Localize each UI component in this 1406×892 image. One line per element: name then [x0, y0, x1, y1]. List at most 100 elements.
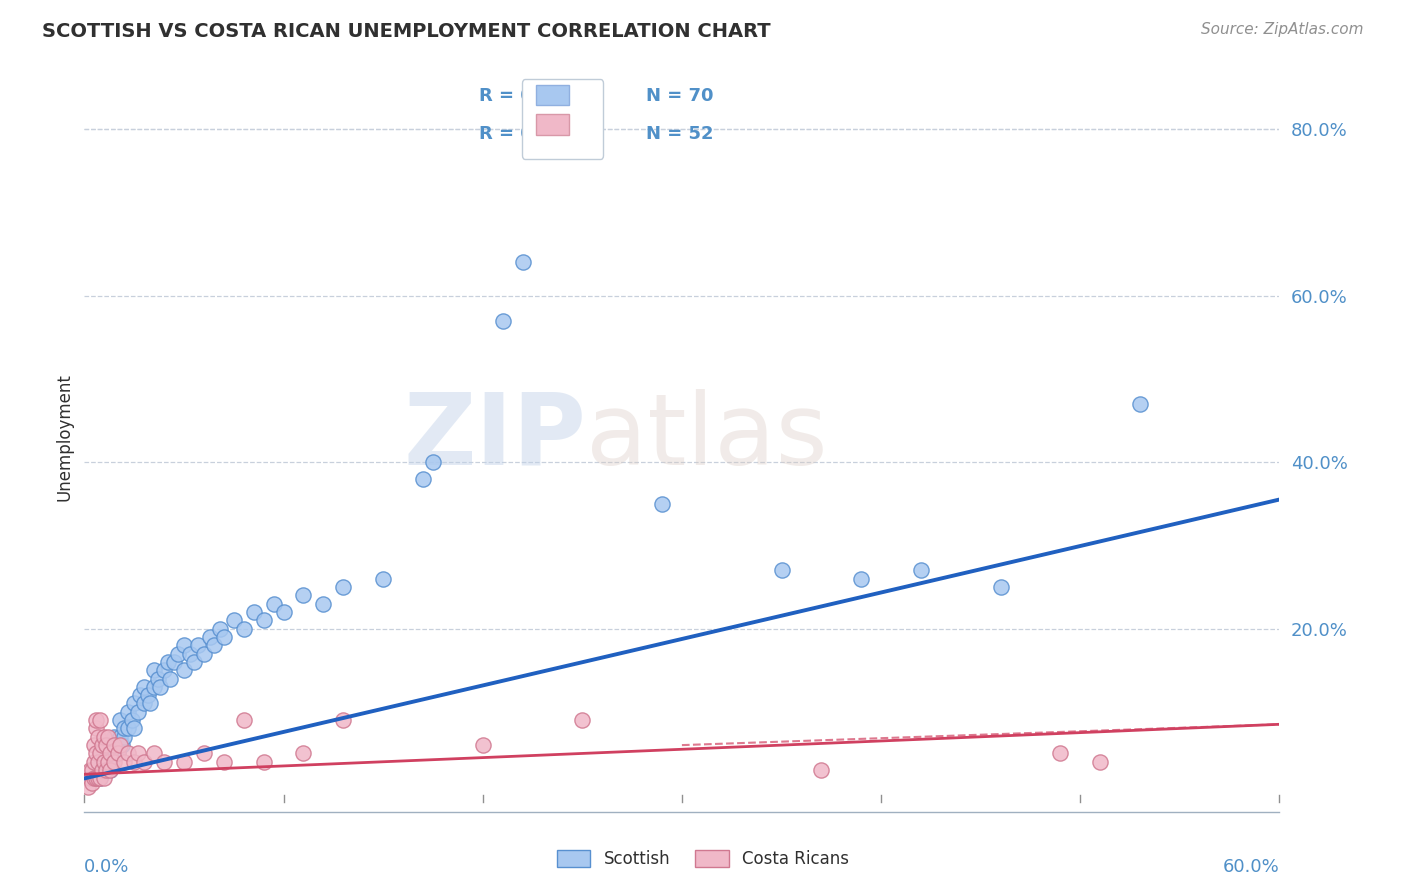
Point — [117, 705, 139, 719]
Point — [159, 672, 181, 686]
Point — [105, 738, 128, 752]
Point — [89, 747, 111, 761]
Point — [103, 747, 125, 761]
Point — [87, 755, 110, 769]
Point — [87, 730, 110, 744]
Text: atlas: atlas — [586, 389, 828, 485]
Point — [193, 747, 215, 761]
Point — [96, 738, 118, 752]
Legend: Scottish, Costa Ricans: Scottish, Costa Ricans — [550, 843, 856, 875]
Point — [98, 763, 121, 777]
Point — [990, 580, 1012, 594]
Point — [157, 655, 180, 669]
Point — [332, 713, 354, 727]
Legend:  ,  : , — [522, 79, 603, 159]
Point — [422, 455, 444, 469]
Point — [471, 738, 494, 752]
Point — [1090, 755, 1112, 769]
Point — [136, 688, 159, 702]
Point — [851, 572, 873, 586]
Point — [86, 772, 108, 786]
Point — [242, 605, 264, 619]
Point — [173, 755, 195, 769]
Point — [82, 763, 104, 777]
Point — [103, 738, 125, 752]
Text: 60.0%: 60.0% — [1223, 857, 1279, 876]
Text: R = 0.490: R = 0.490 — [479, 87, 576, 105]
Point — [312, 597, 335, 611]
Point — [98, 738, 121, 752]
Point — [143, 747, 166, 761]
Point — [121, 713, 143, 727]
Point — [122, 755, 145, 769]
Point — [93, 772, 115, 786]
Point — [571, 713, 593, 727]
Point — [208, 622, 231, 636]
Point — [139, 697, 162, 711]
Point — [97, 730, 120, 744]
Point — [651, 497, 673, 511]
Point — [146, 672, 169, 686]
Point — [98, 747, 121, 761]
Point — [412, 472, 434, 486]
Point — [112, 755, 135, 769]
Point — [222, 613, 245, 627]
Point — [132, 697, 156, 711]
Point — [122, 697, 145, 711]
Point — [82, 775, 104, 789]
Point — [83, 738, 105, 752]
Point — [193, 647, 215, 661]
Point — [183, 655, 205, 669]
Point — [79, 772, 101, 786]
Point — [167, 647, 190, 661]
Point — [117, 747, 139, 761]
Point — [212, 630, 235, 644]
Point — [93, 730, 115, 744]
Point — [132, 680, 156, 694]
Point — [179, 647, 201, 661]
Point — [127, 705, 149, 719]
Y-axis label: Unemployment: Unemployment — [55, 373, 73, 501]
Point — [492, 313, 515, 327]
Point — [198, 630, 221, 644]
Point — [86, 713, 108, 727]
Point — [143, 680, 166, 694]
Point — [770, 563, 793, 577]
Point — [98, 763, 121, 777]
Point — [149, 680, 172, 694]
Point — [101, 755, 124, 769]
Point — [173, 638, 195, 652]
Point — [86, 722, 108, 736]
Point — [87, 763, 110, 777]
Point — [110, 713, 132, 727]
Point — [91, 763, 114, 777]
Text: N = 70: N = 70 — [647, 87, 714, 105]
Point — [512, 255, 534, 269]
Point — [97, 755, 120, 769]
Point — [163, 655, 186, 669]
Text: ZIP: ZIP — [404, 389, 586, 485]
Point — [153, 755, 176, 769]
Point — [89, 772, 111, 786]
Point — [143, 663, 166, 677]
Point — [91, 755, 114, 769]
Point — [173, 663, 195, 677]
Point — [83, 772, 105, 786]
Point — [253, 755, 276, 769]
Point — [93, 763, 115, 777]
Point — [127, 747, 149, 761]
Point — [89, 713, 111, 727]
Point — [263, 597, 285, 611]
Text: R = 0.058: R = 0.058 — [479, 125, 576, 143]
Point — [107, 747, 129, 761]
Point — [122, 722, 145, 736]
Point — [91, 738, 114, 752]
Point — [292, 588, 315, 602]
Point — [97, 747, 120, 761]
Point — [1129, 397, 1152, 411]
Point — [232, 622, 254, 636]
Point — [103, 755, 125, 769]
Text: 0.0%: 0.0% — [84, 857, 129, 876]
Point — [103, 730, 125, 744]
Point — [253, 613, 276, 627]
